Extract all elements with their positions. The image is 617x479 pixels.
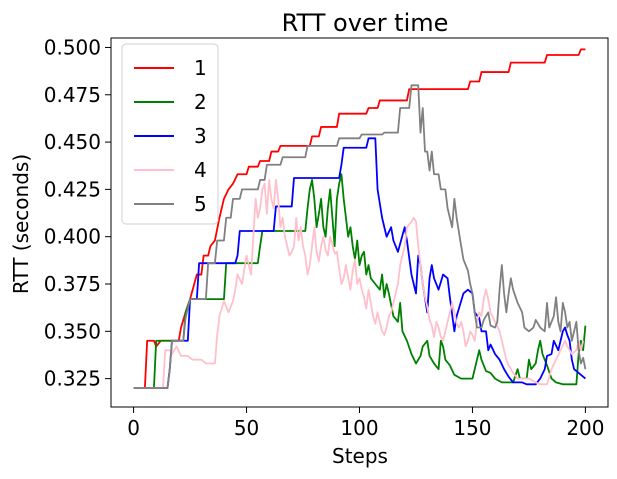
- y-tick-label: 0.325: [44, 367, 101, 391]
- y-tick-label: 0.375: [44, 272, 101, 296]
- y-tick-label: 0.350: [44, 319, 101, 343]
- x-tick-label: 50: [234, 416, 259, 440]
- axes-layer: 0 50 100 150 200 0.325 0.350 0.375 0.400 0.425 0.4…: [44, 35, 609, 440]
- y-tick-label: 0.450: [44, 130, 101, 154]
- series-layer: [133, 48, 587, 389]
- legend: 1 2 3 4 5: [121, 43, 219, 225]
- legend-label-4: 4: [194, 158, 207, 182]
- x-tick-label: 100: [340, 416, 378, 440]
- legend-label-3: 3: [194, 124, 207, 148]
- y-tick-label: 0.475: [44, 83, 101, 107]
- series-line-4: [133, 179, 585, 389]
- x-tick-label: 0: [127, 416, 140, 440]
- y-tick-label: 0.400: [44, 225, 101, 249]
- legend-label-2: 2: [194, 90, 207, 114]
- y-tick-label: 0.500: [44, 35, 101, 59]
- y-tick-label: 0.425: [44, 177, 101, 201]
- series-line-5: [133, 84, 587, 389]
- y-axis-label: RTT (seconds): [9, 154, 33, 294]
- legend-box: [121, 43, 219, 225]
- x-tick-label: 150: [453, 416, 491, 440]
- legend-label-5: 5: [194, 192, 207, 216]
- legend-label-1: 1: [194, 56, 207, 80]
- x-axis-label: Steps: [332, 444, 388, 468]
- x-tick-label: 200: [566, 416, 604, 440]
- series-line-3: [133, 137, 586, 389]
- chart-title: RTT over time: [282, 9, 449, 37]
